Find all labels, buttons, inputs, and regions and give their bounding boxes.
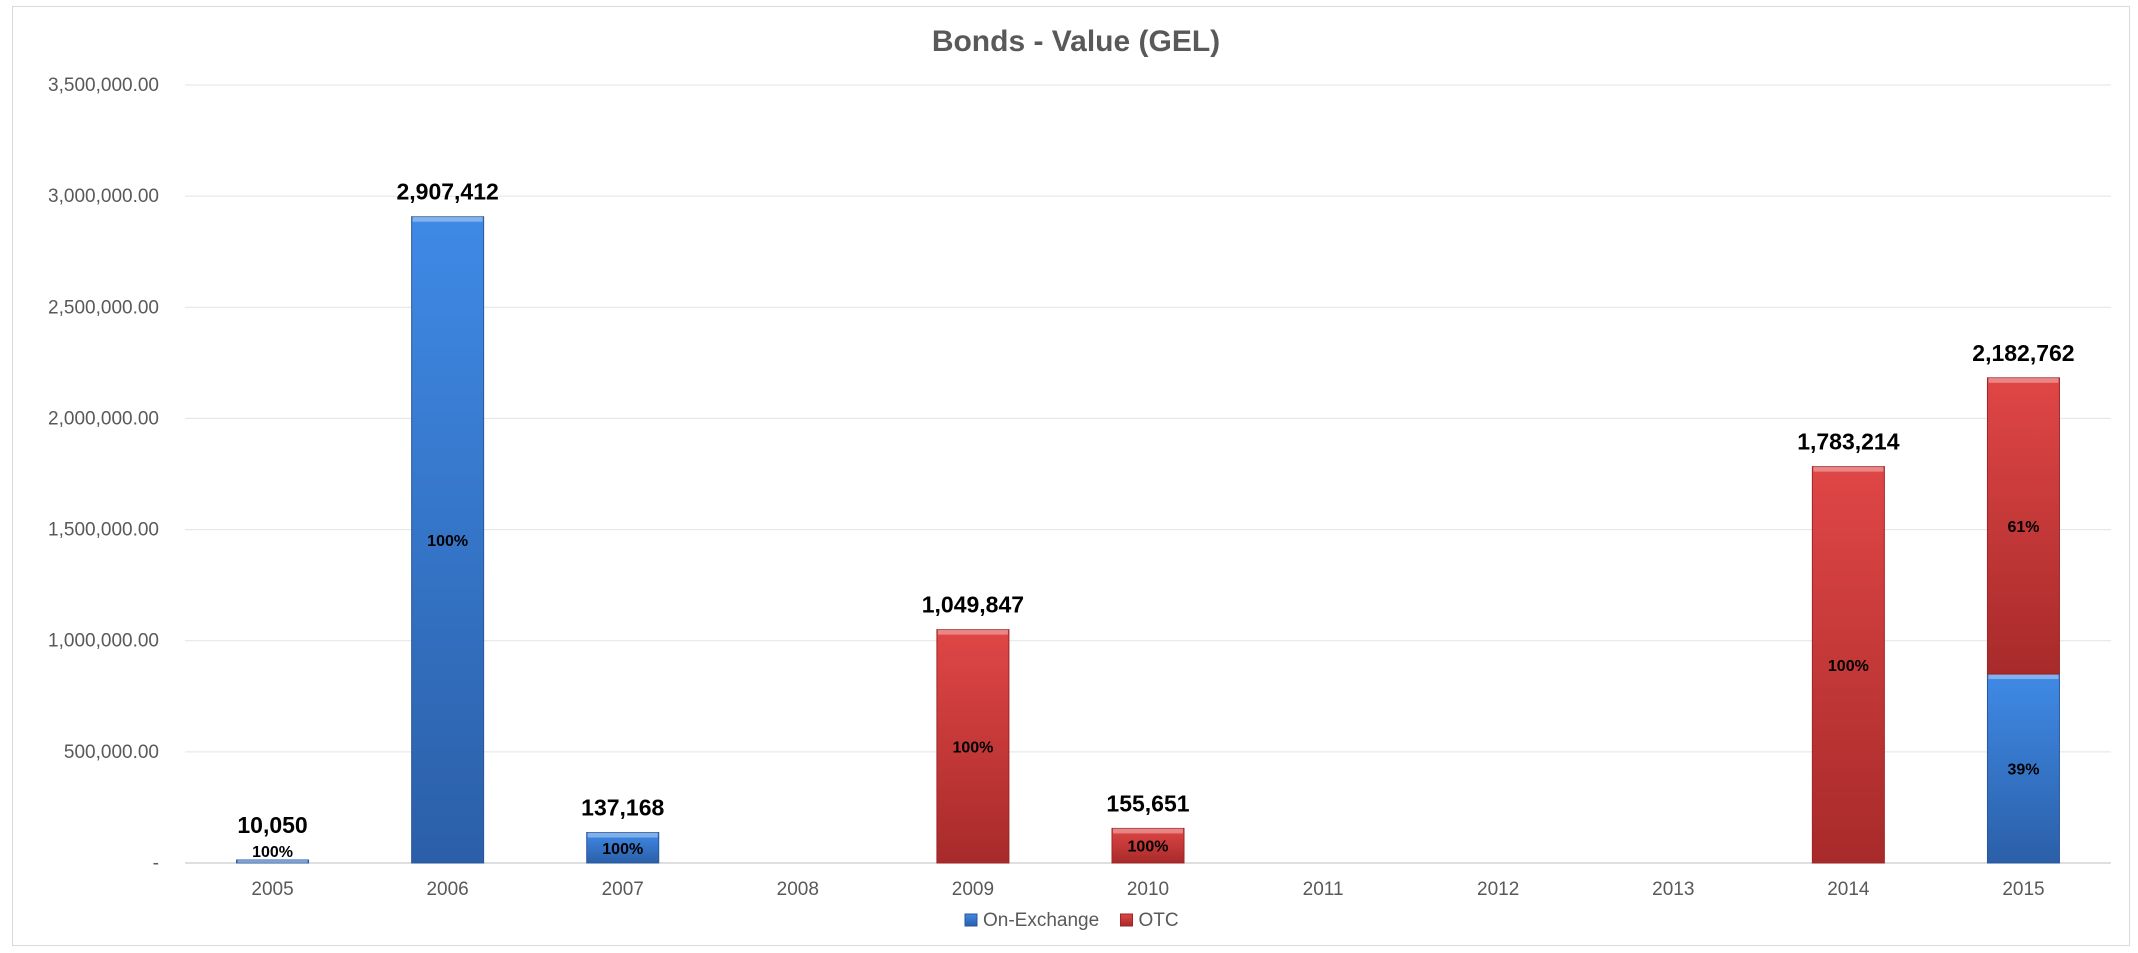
x-tick-label: 2015 <box>2002 879 2044 900</box>
bar-total-label: 137,168 <box>581 795 664 821</box>
bar-highlight <box>412 216 483 222</box>
x-tick-label: 2012 <box>1477 879 1519 900</box>
legend-swatch-otc <box>1120 913 1133 927</box>
bar-highlight <box>1988 674 2059 680</box>
x-tick-label: 2013 <box>1652 879 1694 900</box>
bar-highlight <box>1113 828 1183 834</box>
bar-highlight <box>937 629 1008 635</box>
segment-percent-label: 100% <box>252 844 293 861</box>
bar-on-exchange-2007 <box>586 832 660 864</box>
bar-chart: Bonds - Value (GEL) - 500,000.00 1,000,000… <box>48 25 2111 931</box>
y-tick-label: - <box>153 853 159 874</box>
y-tick-label: 3,500,000.00 <box>48 75 159 96</box>
y-tick-label: 1,000,000.00 <box>48 631 159 652</box>
segment-percent-label: 100% <box>1128 839 1169 856</box>
bar-otc-2009 <box>936 629 1010 864</box>
x-tick-label: 2005 <box>251 879 293 900</box>
x-tick-label: 2009 <box>952 879 994 900</box>
x-tick-label: 2008 <box>777 879 819 900</box>
legend-swatch-on-exchange <box>964 913 978 927</box>
bar-total-label: 10,050 <box>237 812 307 838</box>
bar-total-label: 155,651 <box>1106 790 1189 816</box>
bar-on-exchange-2006 <box>411 216 485 864</box>
bar-highlight <box>587 832 658 838</box>
legend-label: On-Exchange <box>983 910 1099 931</box>
bar-otc-2010 <box>1111 827 1185 864</box>
data-labels: 100% 10,050 100% 2,907,412 100% 137,168 100% 1,… <box>237 179 2074 861</box>
y-tick-label: 500,000.00 <box>64 742 159 763</box>
bar-total-label: 1,783,214 <box>1797 429 1900 455</box>
x-tick-label: 2011 <box>1303 879 1344 900</box>
x-tick-label: 2010 <box>1127 879 1169 900</box>
bar-on-exchange-2015 <box>1986 673 2060 864</box>
chart-title: Bonds - Value (GEL) <box>932 25 1220 58</box>
y-tick-label: 2,500,000.00 <box>48 297 159 318</box>
bar-otc-2015 <box>1986 377 2060 675</box>
bar-on-exchange-2005 <box>236 859 310 864</box>
x-axis-ticks: 2005 2006 2007 2008 2009 2010 2011 2012 2013 2014… <box>251 879 2044 900</box>
bar-total-label: 2,907,412 <box>396 179 498 205</box>
bar-highlight <box>1988 377 2059 383</box>
segment-percent-label: 100% <box>952 739 993 756</box>
chart-frame: Bonds - Value (GEL) - 500,000.00 1,000,000… <box>12 6 2130 946</box>
segment-percent-label: 100% <box>602 841 643 858</box>
segment-percent-label: 39% <box>2007 762 2039 779</box>
segment-percent-label: 100% <box>1828 658 1869 675</box>
legend-label: OTC <box>1139 910 1179 931</box>
segment-percent-label: 61% <box>2007 519 2039 536</box>
bar-otc-2014 <box>1811 466 1885 864</box>
bar-total-label: 2,182,762 <box>1972 340 2074 366</box>
y-tick-label: 2,000,000.00 <box>48 408 159 429</box>
y-tick-label: 3,000,000.00 <box>48 186 159 207</box>
bar-total-label: 1,049,847 <box>922 592 1024 618</box>
x-tick-label: 2006 <box>426 879 468 900</box>
legend: On-Exchange OTC <box>964 910 1179 931</box>
gridlines <box>185 84 2111 864</box>
bars <box>236 216 2060 864</box>
y-tick-label: 1,500,000.00 <box>48 520 159 541</box>
x-tick-label: 2014 <box>1827 879 1870 900</box>
bar-highlight <box>237 860 308 863</box>
x-tick-label: 2007 <box>602 879 644 900</box>
y-axis-ticks: - 500,000.00 1,000,000.00 1,500,000.00 2,000… <box>48 75 159 874</box>
bar-highlight <box>1813 466 1884 472</box>
segment-percent-label: 100% <box>427 533 468 550</box>
